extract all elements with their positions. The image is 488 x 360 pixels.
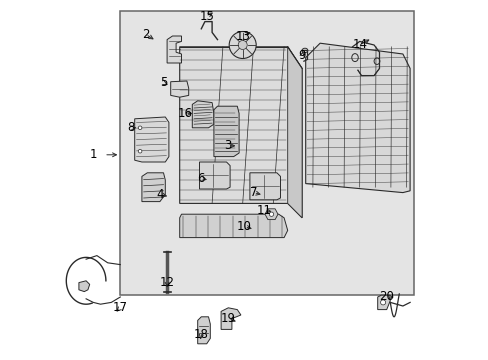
Polygon shape <box>221 308 241 329</box>
Text: 9: 9 <box>298 49 305 62</box>
Ellipse shape <box>380 300 385 305</box>
Text: 19: 19 <box>221 312 235 325</box>
Bar <box>120 11 413 295</box>
Text: 12: 12 <box>159 276 174 289</box>
Polygon shape <box>377 295 389 310</box>
Text: 11: 11 <box>256 204 271 217</box>
Text: 20: 20 <box>379 291 393 303</box>
Polygon shape <box>179 214 287 238</box>
Ellipse shape <box>138 126 142 130</box>
Ellipse shape <box>229 31 256 58</box>
Text: 8: 8 <box>127 121 135 134</box>
Text: 13: 13 <box>235 30 250 42</box>
Polygon shape <box>192 101 213 128</box>
Text: 3: 3 <box>224 139 231 152</box>
Polygon shape <box>134 117 168 162</box>
Polygon shape <box>199 162 230 189</box>
Polygon shape <box>197 317 210 344</box>
Polygon shape <box>249 173 280 200</box>
Text: 1: 1 <box>89 148 97 161</box>
Text: 14: 14 <box>351 39 366 51</box>
Text: 6: 6 <box>197 172 204 185</box>
Polygon shape <box>79 281 89 292</box>
Text: 18: 18 <box>193 328 208 341</box>
Text: 5: 5 <box>160 76 167 89</box>
Text: 16: 16 <box>177 107 192 120</box>
Text: 10: 10 <box>237 220 251 233</box>
Polygon shape <box>287 47 302 218</box>
Polygon shape <box>142 173 165 202</box>
Polygon shape <box>213 106 239 157</box>
Polygon shape <box>305 43 409 193</box>
Text: 17: 17 <box>113 301 127 314</box>
Ellipse shape <box>138 149 142 153</box>
Polygon shape <box>167 36 181 63</box>
Ellipse shape <box>238 40 247 49</box>
Polygon shape <box>264 209 277 220</box>
Ellipse shape <box>269 212 273 216</box>
Text: 2: 2 <box>142 28 149 41</box>
Text: 15: 15 <box>199 10 214 23</box>
Text: 7: 7 <box>249 186 257 199</box>
Text: 4: 4 <box>156 188 163 201</box>
Polygon shape <box>170 81 188 97</box>
Polygon shape <box>179 47 302 218</box>
